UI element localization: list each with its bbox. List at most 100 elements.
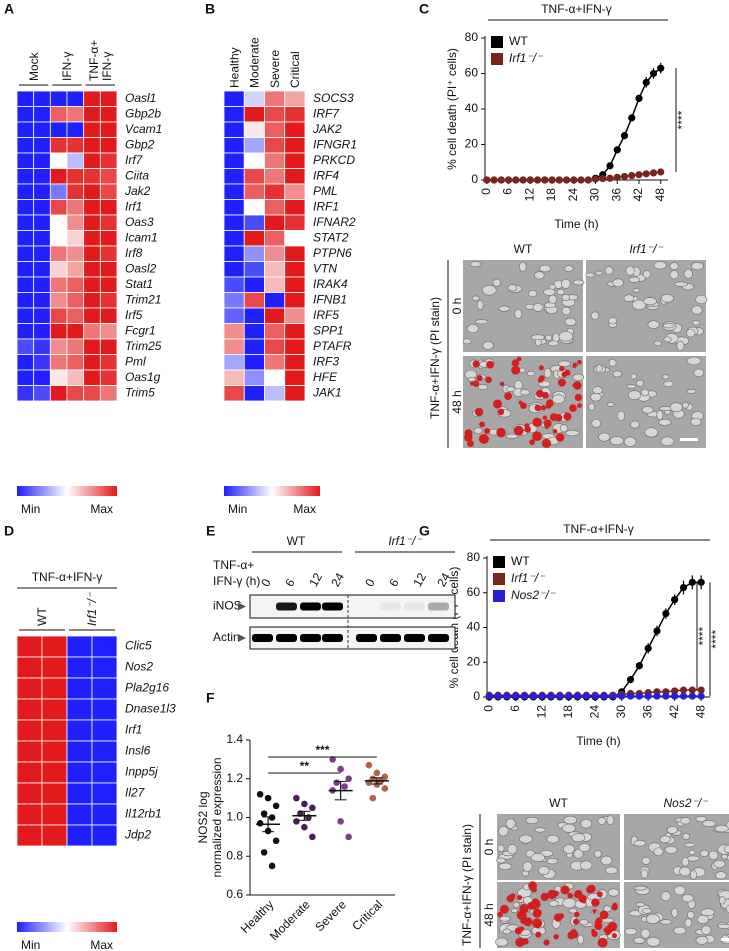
pi-stain bbox=[538, 365, 544, 371]
cell bbox=[505, 818, 516, 829]
cell bbox=[588, 403, 595, 411]
y-tick-label: 0.8 bbox=[226, 848, 243, 862]
cell bbox=[482, 341, 494, 350]
heatmap-cell bbox=[66, 635, 93, 658]
heatmap-cell bbox=[66, 338, 85, 355]
heatmap-cell bbox=[16, 698, 43, 721]
data-point bbox=[662, 692, 670, 700]
heatmap-cell bbox=[99, 307, 118, 324]
heatmap-cell bbox=[83, 276, 101, 293]
pi-stain bbox=[558, 913, 565, 919]
heatmap-cell bbox=[284, 214, 306, 231]
cell bbox=[551, 394, 565, 405]
cell bbox=[595, 364, 603, 373]
cell bbox=[656, 409, 664, 421]
heatmap-cell bbox=[99, 214, 118, 231]
panel-letter: F bbox=[206, 690, 215, 706]
x-tick-label: 42 bbox=[631, 188, 645, 202]
cell bbox=[577, 934, 585, 945]
heatmap-cell bbox=[99, 168, 118, 185]
pi-stain bbox=[513, 425, 524, 436]
heatmap-cell bbox=[83, 261, 101, 278]
heatmap-cell bbox=[16, 635, 43, 658]
heatmap-cell bbox=[264, 369, 286, 386]
row-label: PRKCD bbox=[313, 153, 355, 167]
heatmap-cell bbox=[33, 261, 51, 278]
cell bbox=[530, 853, 546, 862]
heatmap-cell bbox=[99, 199, 118, 216]
pi-stain bbox=[532, 431, 542, 442]
legend-label: Nos2⁻/⁻ bbox=[511, 588, 557, 602]
cell bbox=[682, 833, 690, 841]
cell bbox=[498, 862, 513, 871]
data-point bbox=[293, 794, 300, 802]
x-tick-label: 48 bbox=[693, 705, 707, 719]
heatmap-cell bbox=[16, 782, 43, 805]
column-label: Irf1⁻/⁻ bbox=[629, 242, 664, 256]
data-point bbox=[565, 692, 573, 700]
cell bbox=[498, 305, 511, 312]
pi-stain bbox=[493, 399, 503, 409]
cell bbox=[687, 910, 695, 919]
colorbar-max: Max bbox=[293, 502, 316, 516]
data-point bbox=[606, 174, 614, 182]
lane-label: 6 bbox=[386, 576, 402, 589]
data-point bbox=[538, 692, 546, 700]
group-label: WT bbox=[287, 534, 306, 548]
heatmap-cell bbox=[83, 385, 101, 402]
heatmap-cell bbox=[66, 137, 85, 154]
cell bbox=[510, 908, 518, 914]
cell bbox=[700, 908, 715, 917]
cell bbox=[471, 295, 480, 301]
row-label: Stat1 bbox=[125, 277, 153, 291]
data-point bbox=[337, 818, 344, 825]
cell bbox=[679, 866, 691, 877]
heatmap-cell bbox=[83, 183, 101, 200]
heatmap-cell bbox=[16, 677, 43, 700]
data-point bbox=[697, 578, 705, 586]
data-point bbox=[562, 176, 571, 184]
pi-stain bbox=[532, 918, 543, 929]
pi-stain bbox=[534, 404, 542, 412]
x-tick-label: 18 bbox=[544, 188, 558, 202]
heatmap-cell bbox=[99, 230, 118, 247]
cell bbox=[467, 377, 476, 382]
heatmap-cell bbox=[284, 106, 306, 123]
x-tick-label: 6 bbox=[508, 705, 522, 712]
data-point bbox=[272, 802, 280, 810]
data-point bbox=[483, 176, 491, 184]
data-point bbox=[337, 765, 344, 773]
heatmap-cell bbox=[16, 261, 35, 278]
heatmap-cell bbox=[33, 276, 51, 293]
y-tick-label: 40 bbox=[467, 620, 481, 634]
cell bbox=[659, 919, 673, 925]
colorbar-min: Min bbox=[228, 502, 247, 516]
cell bbox=[548, 340, 559, 347]
heatmap-cell bbox=[223, 338, 245, 355]
legend-label: WT bbox=[511, 554, 530, 568]
data-point bbox=[679, 583, 688, 592]
blot-arrow bbox=[238, 602, 246, 611]
heatmap-cell bbox=[66, 183, 85, 200]
heatmap-cell bbox=[49, 214, 68, 231]
data-point bbox=[635, 662, 643, 670]
heatmap-cell bbox=[99, 261, 118, 278]
heatmap-cell bbox=[264, 121, 286, 138]
pi-stain bbox=[484, 428, 491, 435]
blot-band bbox=[276, 602, 297, 611]
pi-stain bbox=[540, 405, 547, 411]
row-label: 0 h bbox=[450, 298, 464, 315]
data-point bbox=[381, 785, 389, 792]
heatmap-cell bbox=[284, 121, 306, 138]
heatmap-cell bbox=[41, 635, 68, 658]
data-point bbox=[345, 833, 352, 841]
cell bbox=[686, 389, 697, 394]
cell bbox=[525, 816, 539, 824]
y-tick-label: 60 bbox=[465, 66, 479, 80]
heatmap-cell bbox=[66, 261, 85, 278]
heatmap-cell bbox=[264, 338, 286, 355]
heatmap-cell bbox=[33, 354, 51, 371]
pi-stain bbox=[537, 377, 544, 383]
y-axis-label: % cell death (PI⁺ cells) bbox=[445, 48, 459, 170]
